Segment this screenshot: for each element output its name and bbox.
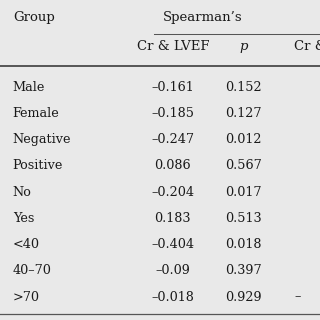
Text: 0.183: 0.183 [155, 212, 191, 225]
Text: Group: Group [13, 11, 54, 24]
Text: 0.152: 0.152 [225, 81, 261, 94]
Text: p: p [239, 40, 247, 53]
Text: 0.017: 0.017 [225, 186, 261, 199]
Text: –0.09: –0.09 [156, 264, 190, 277]
Text: 40–70: 40–70 [13, 264, 52, 277]
Text: 0.397: 0.397 [225, 264, 261, 277]
Text: –0.018: –0.018 [151, 291, 194, 304]
Text: 0.929: 0.929 [225, 291, 261, 304]
Text: –0.404: –0.404 [151, 238, 194, 251]
Text: >70: >70 [13, 291, 40, 304]
Text: Female: Female [13, 107, 60, 120]
Text: <40: <40 [13, 238, 40, 251]
Text: 0.127: 0.127 [225, 107, 261, 120]
Text: 0.018: 0.018 [225, 238, 261, 251]
Text: –0.185: –0.185 [151, 107, 194, 120]
Text: –0.161: –0.161 [151, 81, 194, 94]
Text: Cr & LVEF: Cr & LVEF [137, 40, 209, 53]
Text: Positive: Positive [13, 159, 63, 172]
Text: No: No [13, 186, 32, 199]
Text: –: – [294, 291, 301, 304]
Text: Negative: Negative [13, 133, 71, 146]
Text: Cr &: Cr & [294, 40, 320, 53]
Text: 0.513: 0.513 [225, 212, 261, 225]
Text: –0.247: –0.247 [151, 133, 194, 146]
Text: Yes: Yes [13, 212, 34, 225]
Text: 0.086: 0.086 [155, 159, 191, 172]
Text: 0.012: 0.012 [225, 133, 261, 146]
Text: –0.204: –0.204 [151, 186, 194, 199]
Text: Male: Male [13, 81, 45, 94]
Text: 0.567: 0.567 [225, 159, 261, 172]
Text: Spearman’s: Spearman’s [163, 11, 243, 24]
